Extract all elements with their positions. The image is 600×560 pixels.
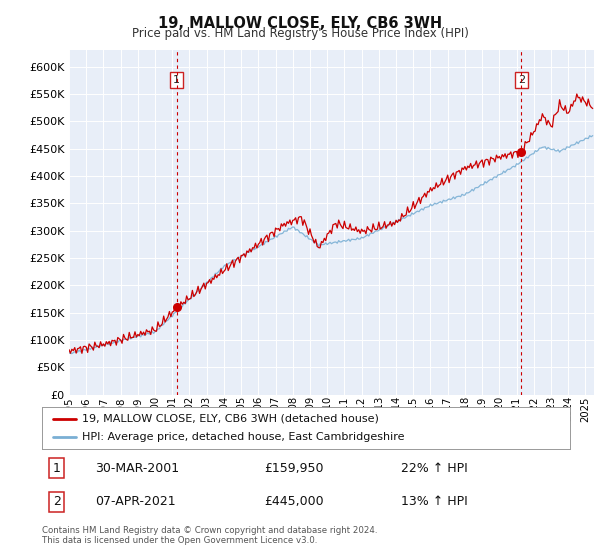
Text: 13% ↑ HPI: 13% ↑ HPI: [401, 495, 468, 508]
Text: 1: 1: [173, 74, 180, 85]
Text: 22% ↑ HPI: 22% ↑ HPI: [401, 461, 468, 475]
Text: HPI: Average price, detached house, East Cambridgeshire: HPI: Average price, detached house, East…: [82, 432, 404, 442]
Text: Price paid vs. HM Land Registry's House Price Index (HPI): Price paid vs. HM Land Registry's House …: [131, 27, 469, 40]
Text: 1: 1: [53, 461, 61, 475]
Text: 19, MALLOW CLOSE, ELY, CB6 3WH (detached house): 19, MALLOW CLOSE, ELY, CB6 3WH (detached…: [82, 414, 379, 424]
Text: 19, MALLOW CLOSE, ELY, CB6 3WH: 19, MALLOW CLOSE, ELY, CB6 3WH: [158, 16, 442, 31]
Text: 07-APR-2021: 07-APR-2021: [95, 495, 175, 508]
Text: This data is licensed under the Open Government Licence v3.0.: This data is licensed under the Open Gov…: [42, 536, 317, 545]
Text: £159,950: £159,950: [264, 461, 323, 475]
Text: £445,000: £445,000: [264, 495, 323, 508]
Text: 30-MAR-2001: 30-MAR-2001: [95, 461, 179, 475]
Text: Contains HM Land Registry data © Crown copyright and database right 2024.: Contains HM Land Registry data © Crown c…: [42, 526, 377, 535]
Text: 2: 2: [518, 74, 525, 85]
Text: 2: 2: [53, 495, 61, 508]
